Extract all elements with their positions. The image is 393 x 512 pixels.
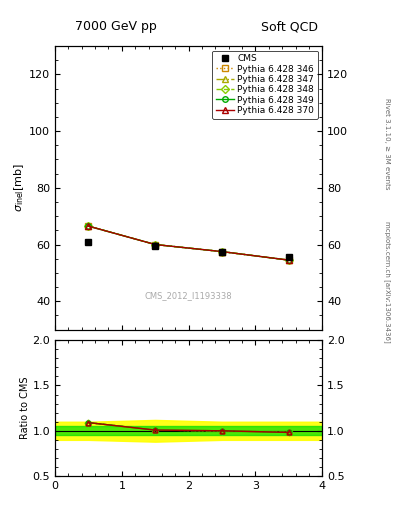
CMS (220, 248, 224, 254)
CMS (286, 254, 291, 261)
Y-axis label: $\sigma_{\mathrm{inel}}$[mb]: $\sigma_{\mathrm{inel}}$[mb] (13, 163, 26, 212)
Text: CMS_2012_I1193338: CMS_2012_I1193338 (145, 291, 232, 300)
Pythia 6.428 348 (286, 257, 291, 263)
Line: CMS: CMS (85, 238, 292, 261)
Pythia 6.428 348 (220, 248, 224, 254)
CMS (153, 243, 158, 249)
Pythia 6.428 348 (153, 242, 158, 248)
Text: 7000 GeV pp: 7000 GeV pp (75, 20, 156, 33)
Pythia 6.428 349 (220, 248, 224, 254)
Line: Pythia 6.428 370: Pythia 6.428 370 (86, 223, 292, 263)
Y-axis label: Ratio to CMS: Ratio to CMS (20, 377, 29, 439)
Pythia 6.428 349 (286, 257, 291, 263)
CMS (86, 239, 91, 245)
Pythia 6.428 370 (86, 223, 91, 229)
Pythia 6.428 370 (153, 242, 158, 248)
Pythia 6.428 348 (86, 223, 91, 229)
Pythia 6.428 347 (220, 248, 224, 254)
Pythia 6.428 347 (153, 242, 158, 248)
Pythia 6.428 370 (286, 257, 291, 263)
Pythia 6.428 346 (153, 242, 158, 248)
Line: Pythia 6.428 349: Pythia 6.428 349 (86, 223, 292, 263)
Pythia 6.428 349 (153, 242, 158, 248)
Pythia 6.428 347 (286, 257, 291, 263)
Pythia 6.428 370 (220, 248, 224, 254)
Pythia 6.428 346 (286, 257, 291, 263)
Text: Soft QCD: Soft QCD (261, 20, 318, 33)
Line: Pythia 6.428 346: Pythia 6.428 346 (86, 223, 292, 263)
Pythia 6.428 347 (86, 223, 91, 229)
Pythia 6.428 346 (220, 248, 224, 254)
Pythia 6.428 346 (86, 223, 91, 229)
Legend: CMS, Pythia 6.428 346, Pythia 6.428 347, Pythia 6.428 348, Pythia 6.428 349, Pyt: CMS, Pythia 6.428 346, Pythia 6.428 347,… (212, 51, 318, 119)
Line: Pythia 6.428 348: Pythia 6.428 348 (86, 223, 292, 263)
Line: Pythia 6.428 347: Pythia 6.428 347 (86, 223, 292, 263)
Pythia 6.428 349 (86, 223, 91, 229)
Text: Rivet 3.1.10, ≥ 3M events: Rivet 3.1.10, ≥ 3M events (384, 98, 390, 189)
Text: mcplots.cern.ch [arXiv:1306.3436]: mcplots.cern.ch [arXiv:1306.3436] (384, 221, 391, 343)
